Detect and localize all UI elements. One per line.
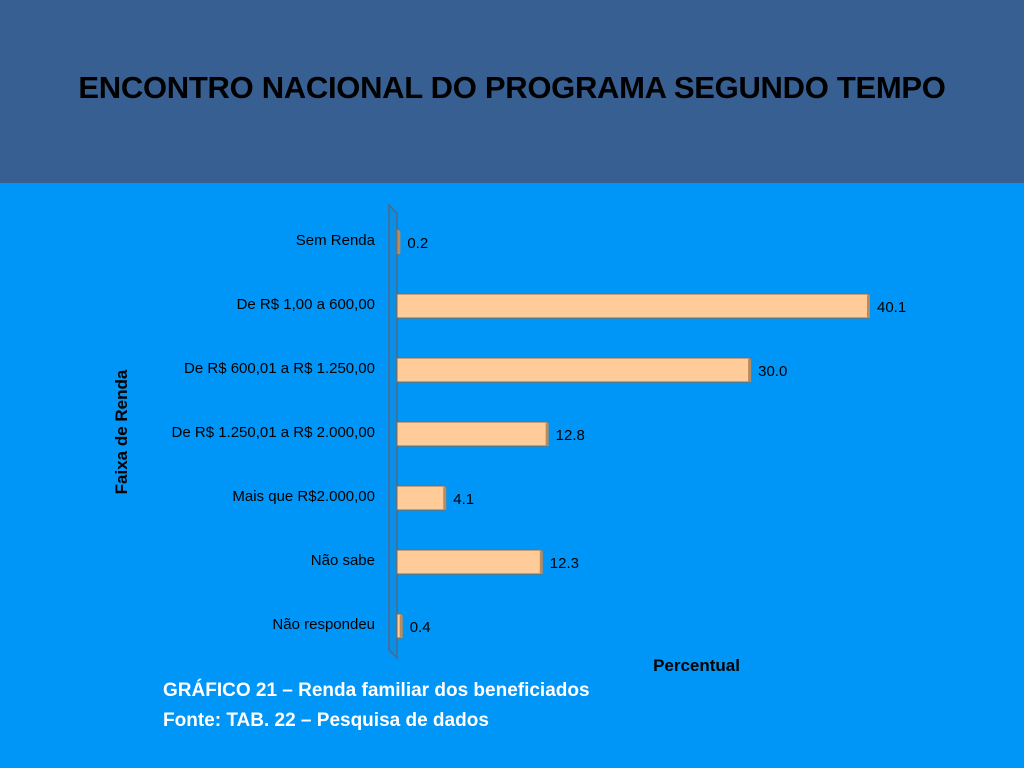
chart-axis (388, 203, 398, 660)
bar-6 (396, 613, 403, 639)
bar-0 (396, 229, 401, 255)
category-label-2: De R$ 600,01 a R$ 1.250,00 (184, 360, 375, 377)
bar-3 (396, 421, 549, 447)
data-label-6: 0.4 (410, 619, 431, 636)
figure-caption: GRÁFICO 21 – Renda familiar dos benefici… (163, 676, 590, 736)
title-banner: ENCONTRO NACIONAL DO PROGRAMA SEGUNDO TE… (0, 0, 1024, 183)
category-label-6: Não respondeu (272, 616, 375, 633)
chart-bars (396, 229, 870, 639)
category-label-0: Sem Renda (296, 232, 376, 249)
category-label-1: De R$ 1,00 a 600,00 (237, 296, 375, 313)
data-label-5: 12.3 (550, 555, 579, 572)
category-label-3: De R$ 1.250,01 a R$ 2.000,00 (172, 424, 375, 441)
y-axis-title: Faixa de Renda (112, 369, 131, 494)
data-label-0: 0.2 (407, 235, 428, 252)
bar-5 (396, 549, 543, 575)
category-label-5: Não sabe (311, 552, 375, 569)
bar-2 (396, 357, 752, 383)
chart-labels: 0.2 Sem Renda 40.1 De R$ 1,00 a 600,00 30.0 D… (112, 232, 906, 675)
data-label-4: 4.1 (453, 491, 474, 508)
data-label-1: 40.1 (877, 299, 906, 316)
caption-source: Fonte: TAB. 22 – Pesquisa de dados (163, 710, 489, 731)
x-axis-title: Percentual (653, 656, 740, 675)
bar-1 (396, 293, 870, 319)
data-label-2: 30.0 (758, 363, 787, 380)
axis-wall (388, 203, 398, 660)
caption-title: GRÁFICO 21 – Renda familiar dos benefici… (163, 680, 590, 701)
category-label-4: Mais que R$2.000,00 (232, 488, 375, 505)
data-label-3: 12.8 (556, 427, 585, 444)
bar-4 (396, 485, 447, 511)
page-title: ENCONTRO NACIONAL DO PROGRAMA SEGUNDO TE… (78, 70, 946, 105)
